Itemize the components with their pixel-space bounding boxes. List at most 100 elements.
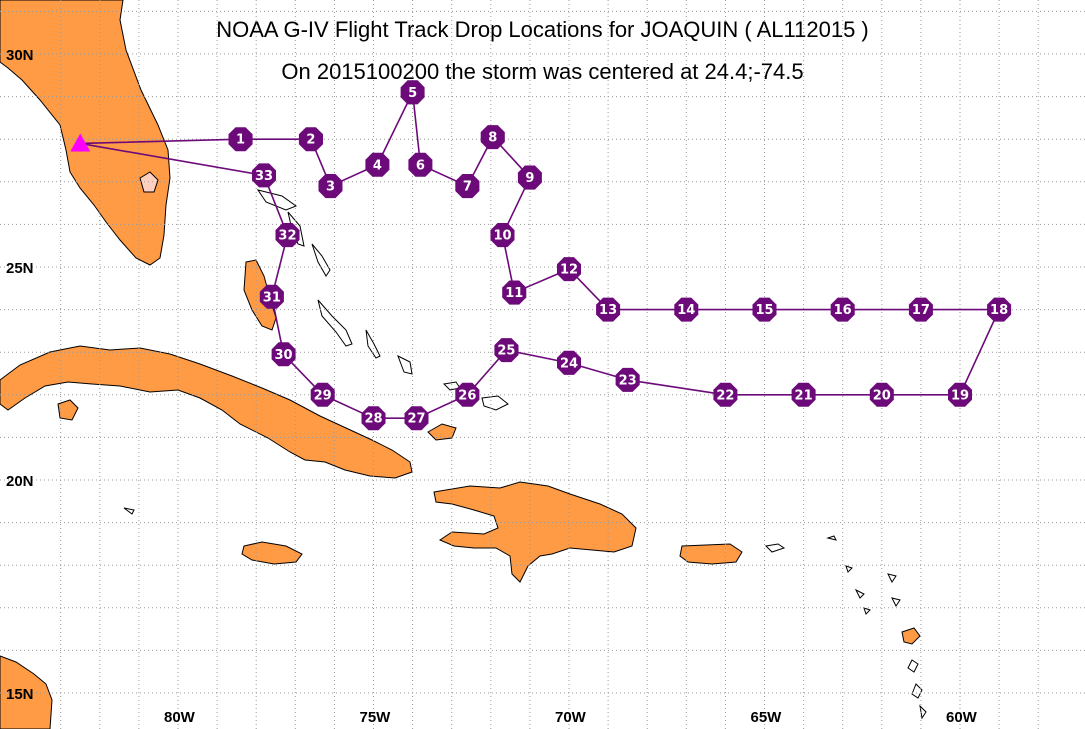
central-america-corner: [0, 655, 53, 729]
isla-de-la-juventud: [57, 399, 79, 421]
flight-track: [80, 89, 1001, 420]
jamaica: [241, 541, 303, 565]
drop-number: 10: [493, 229, 511, 244]
puerto-rico: [679, 543, 743, 565]
drop-octagon: [987, 297, 1012, 322]
drop-number: 8: [488, 131, 497, 146]
map-title: NOAA G-IV Flight Track Drop Locations fo…: [216, 17, 869, 42]
drop-octagon: [361, 406, 386, 431]
drop-marker: 32: [275, 223, 300, 248]
st-kitts: [854, 588, 865, 599]
drop-marker: 28: [361, 406, 386, 431]
barbuda: [891, 597, 901, 607]
drop-marker: 2: [298, 127, 323, 152]
drop-marker: 24: [557, 350, 581, 375]
drop-marker: 3: [318, 174, 343, 199]
drop-marker: 1: [228, 127, 253, 152]
drop-marker: 8: [480, 125, 505, 150]
drop-marker: 21: [791, 382, 816, 407]
drop-octagon: [490, 223, 515, 248]
drop-number: 28: [364, 412, 382, 427]
drop-marker: 25: [494, 338, 519, 363]
drop-octagon: [713, 382, 738, 407]
drop-octagon: [252, 163, 276, 188]
drop-number: 29: [314, 388, 332, 403]
drop-marker: 11: [502, 280, 527, 305]
saba: [845, 565, 853, 573]
drop-marker: 6: [408, 152, 433, 177]
great-inagua: [427, 423, 457, 441]
drop-number: 18: [990, 303, 1008, 318]
lat-tick-label: 20N: [6, 473, 34, 490]
drop-number: 12: [560, 263, 578, 278]
drop-number: 30: [275, 348, 293, 363]
lat-tick-label: 25N: [6, 260, 34, 277]
guadeloupe: [901, 627, 921, 645]
drop-number: 27: [407, 412, 425, 427]
drop-marker: 17: [908, 297, 933, 322]
flight-track-line: [80, 89, 1001, 420]
drop-number: 14: [677, 303, 695, 318]
drop-marker: 27: [404, 406, 429, 431]
drop-octagon: [259, 284, 284, 309]
drop-number: 3: [326, 180, 335, 195]
drop-octagon: [365, 152, 390, 177]
drop-octagon: [674, 297, 699, 322]
drop-marker: 4: [365, 152, 390, 177]
lon-tick-label: 80W: [164, 709, 196, 726]
drop-marker: 20: [869, 382, 894, 407]
drop-marker: 13: [596, 297, 621, 322]
lon-tick-label: 60W: [946, 709, 978, 726]
drop-number: 9: [525, 171, 534, 186]
drop-octagon: [455, 382, 480, 407]
drop-octagon: [298, 127, 323, 152]
virgin-islands: [764, 543, 786, 553]
drop-marker: 15: [752, 297, 777, 322]
drop-number: 33: [255, 169, 273, 184]
dominica: [907, 659, 919, 673]
drop-marker: 12: [557, 257, 581, 282]
acklins: [397, 354, 413, 375]
drop-number: 2: [306, 133, 315, 148]
drop-marker: 10: [490, 223, 515, 248]
drop-octagon: [557, 350, 581, 375]
drop-octagon: [615, 367, 640, 392]
drop-marker: 7: [455, 174, 480, 199]
eleuthera: [311, 243, 331, 277]
drop-number: 31: [263, 290, 281, 305]
drop-octagon: [494, 338, 519, 363]
antigua: [887, 573, 897, 583]
drop-octagon: [752, 297, 777, 322]
drop-number: 11: [505, 286, 523, 301]
drop-number: 4: [373, 158, 382, 173]
drop-octagon: [791, 382, 816, 407]
drop-marker: 16: [830, 297, 855, 322]
axis-labels: 30N 25N 20N 15N 80W 75W 70W 65W 60W: [6, 47, 978, 726]
lon-tick-label: 70W: [555, 709, 587, 726]
florida: [0, 0, 171, 266]
drop-number: 17: [912, 303, 930, 318]
drop-octagon: [455, 174, 480, 199]
grand-bahama: [256, 189, 298, 211]
caicos: [481, 395, 509, 411]
hispaniola: [433, 481, 637, 583]
anguilla: [826, 535, 837, 541]
cayman: [123, 507, 135, 515]
drop-octagon: [404, 406, 429, 431]
drop-number: 21: [795, 388, 813, 403]
land-layer: [0, 0, 921, 729]
drop-octagon: [830, 297, 855, 322]
drop-number: 20: [873, 388, 891, 403]
islet-layer: [123, 189, 927, 720]
map-subtitle: On 2015100200 the storm was centered at …: [281, 59, 804, 84]
cuba: [0, 345, 413, 479]
lat-tick-label: 15N: [6, 686, 34, 703]
drop-marker: 14: [674, 297, 699, 322]
drop-number: 22: [716, 388, 734, 403]
drop-marker: 22: [713, 382, 738, 407]
drop-number: 6: [416, 158, 425, 173]
drop-octagon: [310, 382, 335, 407]
drop-octagon: [228, 127, 253, 152]
